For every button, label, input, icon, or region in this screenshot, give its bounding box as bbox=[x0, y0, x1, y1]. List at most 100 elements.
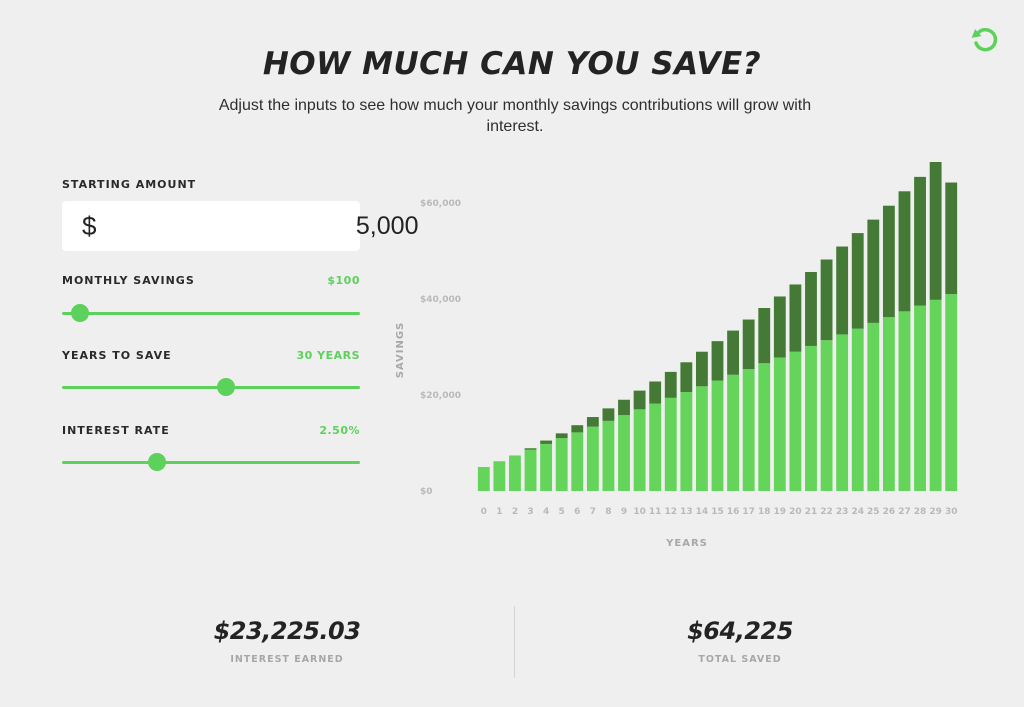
x-tick-label: 24 bbox=[851, 507, 864, 517]
bar-principal bbox=[664, 397, 677, 491]
x-tick-label: 15 bbox=[711, 507, 724, 517]
x-tick-label: 1 bbox=[496, 507, 502, 517]
bar-interest bbox=[914, 176, 926, 306]
slider-track bbox=[62, 312, 360, 315]
x-tick-label: 27 bbox=[898, 507, 911, 517]
slider-track bbox=[62, 386, 360, 389]
interest-rate-label: INTEREST RATE bbox=[62, 424, 170, 437]
bar-principal bbox=[633, 409, 646, 491]
x-tick-label: 19 bbox=[774, 507, 787, 517]
y-tick-label: $0 bbox=[420, 487, 433, 497]
reset-arrow-icon bbox=[971, 27, 998, 52]
bar-principal bbox=[618, 415, 630, 491]
page-subtitle: Adjust the inputs to see how much your m… bbox=[218, 97, 812, 135]
x-tick-label: 17 bbox=[742, 507, 755, 517]
bar-interest bbox=[867, 219, 880, 323]
bar-interest bbox=[680, 362, 693, 393]
x-tick-label: 4 bbox=[543, 507, 549, 517]
interest-earned-label: INTEREST EARNED bbox=[230, 654, 344, 665]
bar-interest bbox=[695, 351, 708, 387]
bar-principal bbox=[727, 374, 740, 491]
bar-interest bbox=[929, 161, 942, 300]
monthly-savings-label: MONTHLY SAVINGS bbox=[62, 274, 195, 287]
bar-principal bbox=[540, 443, 553, 491]
slider-thumb[interactable] bbox=[148, 453, 167, 471]
bar-principal bbox=[836, 334, 849, 491]
bar-principal bbox=[571, 432, 584, 491]
x-tick-label: 3 bbox=[527, 507, 533, 517]
x-tick-label: 25 bbox=[867, 507, 880, 517]
starting-amount-field[interactable]: $ bbox=[62, 201, 419, 251]
bar-principal bbox=[509, 455, 521, 491]
years-to-save-label: YEARS TO SAVE bbox=[62, 349, 172, 362]
bar-principal bbox=[945, 294, 958, 491]
summary-divider bbox=[514, 606, 515, 678]
bar-principal bbox=[805, 345, 817, 491]
bar-principal bbox=[898, 311, 911, 491]
bar-principal bbox=[477, 466, 490, 491]
x-tick-label: 0 bbox=[481, 507, 487, 517]
x-tick-label: 22 bbox=[820, 507, 833, 517]
x-tick-label: 29 bbox=[929, 507, 942, 517]
currency-symbol: $ bbox=[82, 210, 97, 241]
x-tick-label: 2 bbox=[512, 507, 518, 517]
bar-interest bbox=[571, 425, 584, 433]
bar-principal bbox=[773, 357, 786, 491]
x-tick-label: 11 bbox=[649, 507, 662, 517]
x-tick-label: 16 bbox=[727, 507, 740, 517]
bar-interest bbox=[789, 284, 802, 352]
bar-principal bbox=[929, 299, 942, 491]
bar-principal bbox=[649, 403, 662, 491]
total-saved-value: $64,225 bbox=[687, 617, 793, 645]
x-tick-label: 23 bbox=[836, 507, 849, 517]
y-tick-label: $40,000 bbox=[420, 295, 461, 305]
bar-principal bbox=[493, 461, 506, 491]
slider-thumb[interactable] bbox=[70, 304, 89, 322]
interest-rate-slider[interactable] bbox=[62, 452, 360, 472]
starting-amount-input[interactable] bbox=[96, 211, 419, 241]
interest-rate-value: 2.50% bbox=[319, 424, 360, 437]
x-tick-label: 7 bbox=[590, 507, 596, 517]
y-tick-label: $60,000 bbox=[420, 199, 461, 209]
total-saved-label: TOTAL SAVED bbox=[698, 654, 782, 665]
bar-interest bbox=[524, 448, 537, 450]
x-tick-label: 18 bbox=[758, 507, 771, 517]
page-title: HOW MUCH CAN YOU SAVE? bbox=[262, 46, 762, 82]
x-tick-label: 13 bbox=[680, 507, 693, 517]
bar-interest bbox=[711, 341, 724, 381]
monthly-savings-value: $100 bbox=[327, 274, 360, 287]
x-tick-label: 6 bbox=[574, 507, 580, 517]
bar-principal bbox=[742, 369, 755, 491]
bar-interest bbox=[727, 330, 740, 375]
bar-interest bbox=[773, 296, 786, 358]
bar-interest bbox=[586, 417, 599, 427]
bar-interest bbox=[633, 390, 646, 410]
y-axis-title: SAVINGS bbox=[395, 322, 406, 379]
bar-interest bbox=[805, 271, 817, 346]
bar-interest bbox=[851, 233, 864, 329]
x-tick-label: 28 bbox=[914, 507, 927, 517]
interest-earned-value: $23,225.03 bbox=[213, 617, 361, 645]
x-axis-title: YEARS bbox=[665, 538, 708, 549]
monthly-savings-slider[interactable] bbox=[62, 303, 360, 323]
bar-principal bbox=[851, 328, 864, 491]
x-tick-label: 9 bbox=[621, 507, 627, 517]
bar-principal bbox=[586, 426, 599, 491]
bar-principal bbox=[695, 386, 708, 491]
x-tick-label: 12 bbox=[664, 507, 677, 517]
bar-interest bbox=[898, 191, 911, 312]
slider-track bbox=[62, 461, 360, 464]
bar-principal bbox=[680, 392, 693, 491]
bar-principal bbox=[867, 322, 880, 491]
reset-button[interactable] bbox=[966, 22, 1002, 56]
x-tick-label: 30 bbox=[945, 507, 958, 517]
bar-interest bbox=[758, 308, 771, 364]
bar-principal bbox=[555, 438, 568, 491]
years-to-save-slider[interactable] bbox=[62, 377, 360, 397]
bar-principal bbox=[758, 363, 771, 491]
starting-amount-label: STARTING AMOUNT bbox=[62, 178, 197, 191]
slider-thumb[interactable] bbox=[216, 378, 235, 396]
bar-principal bbox=[602, 420, 615, 491]
x-tick-label: 5 bbox=[559, 507, 565, 517]
